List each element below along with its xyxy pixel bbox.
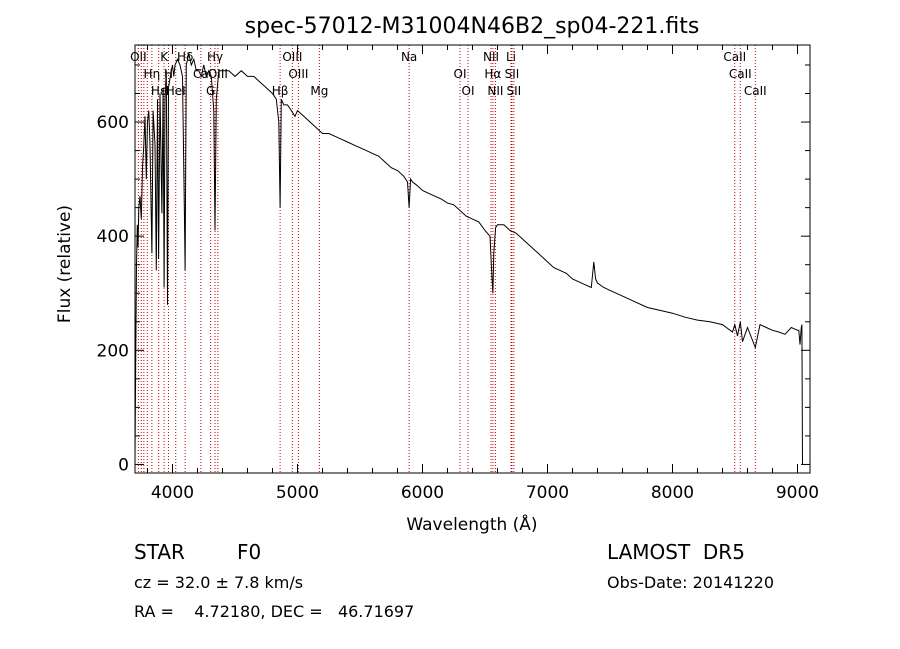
observation-date: Obs-Date: 20141220 <box>607 573 775 592</box>
x-tick-label: 8000 <box>651 483 694 503</box>
emission-line-markers <box>137 45 756 473</box>
x-tick-label: 5000 <box>276 483 319 503</box>
line-marker-label: OI <box>462 84 475 98</box>
chart-title: spec-57012-M31004N46B2_sp04-221.fits <box>245 14 700 39</box>
line-marker-label: SII <box>507 84 522 98</box>
line-marker-label: SII <box>505 67 520 81</box>
x-axis-label: Wavelength (Å) <box>406 513 537 535</box>
line-marker-label: OIII <box>282 50 302 64</box>
y-axis-label: Flux (relative) <box>55 205 75 323</box>
y-tick-label: 200 <box>97 341 129 361</box>
line-marker-label: Li <box>506 50 516 64</box>
x-tick-label: 7000 <box>526 483 569 503</box>
line-marker-label: K <box>160 50 169 64</box>
line-marker-label: G <box>206 84 215 98</box>
line-marker-label: H <box>164 67 173 81</box>
line-marker-label: OIII <box>288 67 308 81</box>
line-marker-label: CaII <box>729 67 752 81</box>
line-marker-label: Ca <box>193 67 209 81</box>
line-marker-label: NII <box>487 84 503 98</box>
line-marker-label: Hβ <box>272 84 289 98</box>
x-axis-ticks: 4000 5000 6000 7000 8000 9000 <box>147 45 819 503</box>
line-marker-label: OII <box>130 50 147 64</box>
line-marker-label: Hα <box>484 67 501 81</box>
spectrum-line <box>134 53 803 465</box>
redshift-velocity: cz = 32.0 ± 7.8 km/s <box>134 573 304 592</box>
y-tick-label: 0 <box>118 455 129 475</box>
line-marker-label: NII <box>483 50 499 64</box>
object-class: STAR <box>134 540 185 564</box>
emission-line-labels: OIIHηHεKHHeIHδCaGHγOIIIHβOIIIOIIIMgNaOIO… <box>130 50 767 98</box>
y-tick-label: 600 <box>97 113 129 133</box>
line-marker-label: OI <box>454 67 467 81</box>
line-marker-label: Hε <box>151 84 167 98</box>
y-axis-ticks: 0 200 400 600 <box>97 64 810 475</box>
line-marker-label: Na <box>401 50 417 64</box>
x-tick-label: 4000 <box>151 483 194 503</box>
line-marker-label: CaII <box>744 84 767 98</box>
coordinates: RA = 4.72180, DEC = 46.71697 <box>134 602 415 621</box>
y-tick-label: 400 <box>97 227 129 247</box>
line-marker-label: Mg <box>310 84 328 98</box>
survey-label: LAMOST DR5 <box>607 540 745 564</box>
line-marker-label: Hη <box>144 67 161 81</box>
plot-frame <box>134 44 811 474</box>
object-subclass: F0 <box>237 540 262 564</box>
line-marker-label: CaII <box>723 50 746 64</box>
x-tick-label: 9000 <box>776 483 819 503</box>
x-tick-label: 6000 <box>401 483 444 503</box>
line-marker-label: HeI <box>166 84 186 98</box>
line-marker-label: Hγ <box>207 50 223 64</box>
